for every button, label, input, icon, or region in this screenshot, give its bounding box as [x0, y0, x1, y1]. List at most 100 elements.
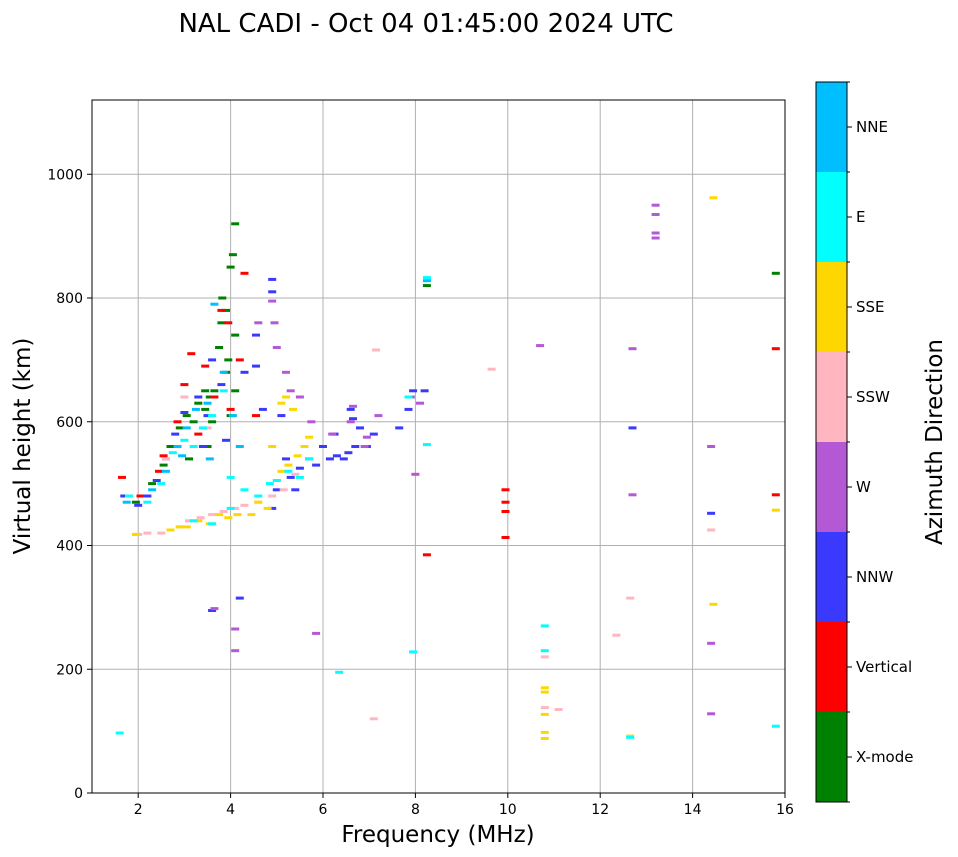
data-point-e — [771, 724, 780, 728]
data-point-nne — [182, 426, 191, 430]
data-point-ssw — [268, 494, 277, 498]
data-point-ssw — [196, 516, 205, 520]
data-point-nne — [173, 445, 182, 448]
data-point-nnw — [351, 445, 360, 448]
data-point-vertical — [771, 493, 780, 497]
data-point-sse — [194, 519, 203, 523]
data-point-nnw — [203, 414, 212, 418]
data-point-w — [286, 389, 295, 393]
data-point-e — [409, 650, 418, 654]
data-point-x-mode — [218, 296, 227, 300]
data-point-nnw — [143, 494, 152, 498]
data-point-e — [305, 457, 314, 461]
data-point-x-mode — [228, 253, 237, 257]
data-point-vertical — [501, 500, 510, 504]
data-point-nnw — [268, 506, 277, 510]
data-point-w — [307, 420, 316, 424]
data-point-x-mode — [201, 407, 210, 411]
colorbar-segment — [816, 622, 847, 712]
data-point-sse — [540, 712, 549, 716]
colorbar-segment — [816, 712, 847, 802]
data-point-nnw — [291, 488, 300, 492]
data-point-vertical — [173, 420, 182, 424]
data-point-e — [422, 276, 431, 280]
data-point-w — [282, 370, 290, 374]
data-point-e — [626, 735, 635, 739]
x-tick-label: 6 — [319, 802, 328, 818]
chart-title: NAL CADI - Oct 04 01:45:00 2024 UTC — [178, 9, 673, 39]
data-point-vertical — [118, 475, 126, 479]
data-point-e — [115, 731, 124, 735]
data-point-sse — [540, 737, 549, 740]
data-point-x-mode — [205, 395, 214, 399]
data-point-e — [226, 506, 235, 510]
data-point-nnw — [252, 333, 260, 337]
data-point-nnw — [235, 596, 244, 600]
data-point-nnw — [258, 407, 267, 411]
colorbar-tick-label: E — [856, 208, 865, 226]
grid-lines — [92, 100, 786, 794]
x-tick-label: 4 — [226, 802, 235, 818]
data-point-nnw — [332, 454, 341, 458]
data-point-x-mode — [203, 445, 212, 448]
data-point-ssw — [279, 488, 288, 492]
data-point-e — [404, 395, 413, 399]
data-point-nnw — [208, 358, 217, 362]
data-point-w — [416, 401, 424, 405]
data-point-nnw — [252, 364, 260, 368]
data-point-w — [411, 472, 420, 476]
data-point-vertical — [501, 488, 510, 492]
data-point-sse — [293, 454, 302, 458]
data-point-nnw — [339, 457, 348, 461]
data-point-nnw — [409, 389, 418, 393]
data-point-x-mode — [224, 358, 233, 362]
data-point-nnw — [356, 426, 364, 430]
data-point-ssw — [185, 519, 193, 523]
data-point-nne — [228, 414, 237, 418]
data-point-w — [210, 607, 219, 611]
x-axis-label: Frequency (MHz) — [341, 822, 534, 848]
data-point-e — [198, 426, 207, 430]
data-point-sse — [175, 525, 184, 529]
data-point-sse — [305, 435, 314, 439]
colorbar-segment — [816, 82, 847, 172]
data-point-ssw — [707, 528, 716, 532]
data-point-e — [422, 443, 431, 447]
data-point-vertical — [422, 553, 431, 557]
x-tick-label: 16 — [776, 802, 794, 818]
colorbar-tick-label: SSW — [856, 388, 890, 406]
data-point-x-mode — [231, 222, 240, 226]
data-point-e — [265, 482, 274, 486]
data-point-sse — [268, 445, 277, 448]
data-point-sse — [540, 686, 549, 690]
data-point-vertical — [187, 352, 196, 356]
colorbar-tick-label: X-mode — [856, 748, 913, 766]
data-point-nnw — [404, 407, 413, 411]
data-point-nne — [205, 457, 214, 461]
data-point-x-mode — [210, 389, 219, 393]
data-point-w — [628, 347, 637, 351]
data-point-vertical — [771, 347, 780, 351]
x-tick-label: 8 — [411, 802, 420, 818]
data-point-e — [226, 475, 235, 479]
data-point-e — [157, 482, 166, 486]
data-point-ssw — [231, 506, 240, 510]
data-point-e — [219, 389, 228, 393]
data-point-nnw — [349, 417, 357, 421]
data-point-x-mode — [231, 389, 240, 393]
data-point-x-mode — [182, 414, 191, 418]
data-point-vertical — [210, 395, 219, 399]
y-tick-label: 400 — [56, 539, 83, 555]
data-point-x-mode — [159, 463, 168, 467]
colorbar: X-mode Vertical NNW W SSW SSE E NNE — [815, 81, 913, 803]
data-point-x-mode — [231, 333, 240, 337]
data-point-nnw — [268, 290, 277, 294]
data-point-sse — [131, 532, 140, 536]
data-point-w — [272, 346, 281, 349]
data-point-nnw — [180, 411, 189, 414]
data-point-ssw — [208, 513, 217, 517]
data-point-e — [540, 624, 549, 628]
data-point-nnw — [707, 511, 716, 515]
data-point-nnw — [198, 445, 207, 448]
data-point-sse — [224, 516, 233, 520]
